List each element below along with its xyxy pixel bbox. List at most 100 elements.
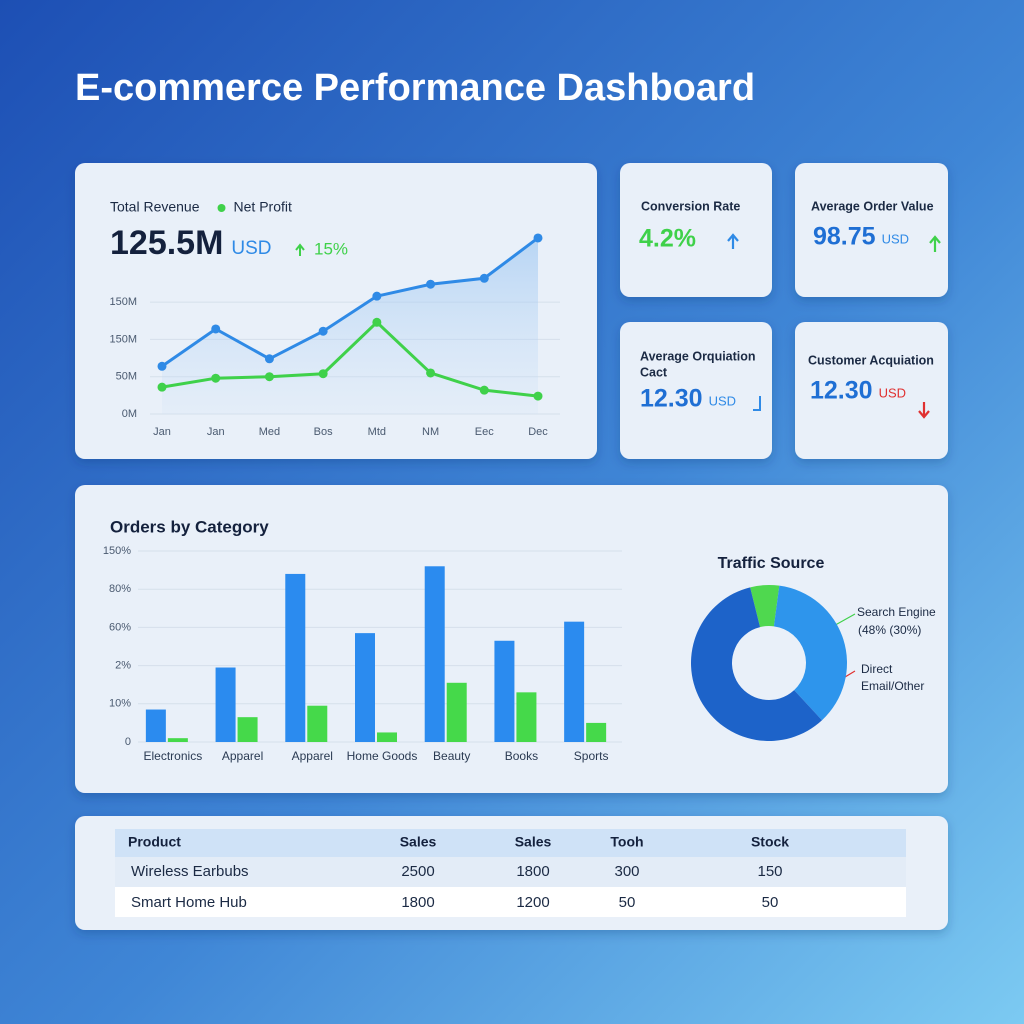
y-tick-label: 10% bbox=[109, 698, 131, 710]
y-tick-label: 0 bbox=[125, 736, 131, 748]
bar bbox=[355, 633, 375, 742]
legend-label: Net Profit bbox=[234, 199, 292, 215]
x-tick-label: Jan bbox=[207, 426, 225, 438]
headline-unit: USD bbox=[231, 238, 271, 259]
x-tick-label: Eec bbox=[475, 426, 494, 438]
point bbox=[264, 354, 274, 364]
y-tick-label: 150% bbox=[103, 545, 131, 557]
bar bbox=[215, 667, 236, 742]
up-arrow-icon bbox=[295, 243, 305, 256]
kpi-unit: USD bbox=[882, 231, 909, 246]
bar bbox=[237, 717, 258, 742]
down-arrow-icon bbox=[918, 402, 930, 419]
kpi-unit: USD bbox=[879, 385, 906, 400]
y-tick-label: 150M bbox=[109, 296, 137, 308]
bar bbox=[167, 738, 188, 742]
table-header: Sales bbox=[515, 834, 552, 850]
bar bbox=[516, 692, 537, 742]
point bbox=[211, 324, 221, 334]
x-tick-label: NM bbox=[422, 426, 439, 438]
table-header: Sales bbox=[400, 834, 437, 850]
table-header: Tooh bbox=[610, 834, 643, 850]
table-cell: 50 bbox=[619, 894, 636, 911]
y-tick-label: 0M bbox=[122, 408, 137, 420]
point bbox=[264, 372, 274, 382]
line bbox=[161, 236, 539, 368]
kpi-value: 12.30 bbox=[810, 377, 873, 405]
chart-title: Orders by Category bbox=[110, 517, 269, 536]
x-tick-label: Dec bbox=[528, 426, 548, 438]
table-row bbox=[115, 857, 906, 887]
kpi-label: Conversion Rate bbox=[641, 199, 740, 213]
point bbox=[479, 385, 489, 395]
bar bbox=[424, 566, 445, 742]
point bbox=[157, 382, 167, 392]
annotation: (48% (30%) bbox=[858, 623, 921, 637]
bar bbox=[446, 682, 467, 742]
up-arrow-icon bbox=[727, 233, 739, 249]
table-cell: 50 bbox=[762, 894, 779, 911]
change-value: 15% bbox=[314, 239, 348, 258]
kpi-card bbox=[795, 163, 948, 297]
bar bbox=[145, 709, 166, 742]
kpi-unit: USD bbox=[709, 393, 736, 408]
kpi-label: Average Order Value bbox=[811, 199, 934, 213]
legend-marker bbox=[217, 204, 226, 212]
up-arrow-icon bbox=[929, 235, 941, 252]
y-tick-label: 50M bbox=[116, 371, 137, 383]
table-header-row bbox=[115, 829, 906, 857]
pie-slice bbox=[773, 585, 847, 721]
x-tick-label: Apparel bbox=[222, 749, 263, 763]
x-tick-label: Apparel bbox=[292, 749, 333, 763]
x-tick-label: Bos bbox=[314, 426, 333, 438]
annotation: Email/Other bbox=[861, 679, 924, 693]
legend-label: Total Revenue bbox=[110, 199, 200, 215]
point bbox=[479, 273, 489, 283]
x-tick-label: Home Goods bbox=[347, 749, 418, 763]
kpi-label: Average Orquiation bbox=[640, 349, 756, 363]
page-title: E-commerce Performance Dashboard bbox=[75, 67, 755, 109]
table-cell: 300 bbox=[614, 863, 639, 880]
y-tick-label: 80% bbox=[109, 583, 131, 595]
table-cell: Smart Home Hub bbox=[131, 894, 247, 911]
kpi-label: Cact bbox=[640, 365, 668, 379]
chart-title: Traffic Source bbox=[718, 555, 825, 572]
bar bbox=[377, 732, 397, 742]
table-cell: 150 bbox=[757, 863, 782, 880]
kpi-card bbox=[620, 163, 772, 297]
table-cell: Wireless Earbubs bbox=[131, 863, 249, 880]
x-tick-label: Sports bbox=[574, 749, 609, 763]
pie-slice bbox=[750, 585, 780, 628]
bar bbox=[285, 573, 306, 742]
bar bbox=[307, 705, 328, 742]
table-header: Stock bbox=[751, 834, 789, 850]
table-cell: 1800 bbox=[401, 894, 434, 911]
kpi-value: 12.30 bbox=[640, 385, 703, 413]
table-cell: 1800 bbox=[516, 863, 549, 880]
icon bbox=[753, 396, 761, 411]
slice-label: Direct bbox=[861, 662, 893, 676]
kpi-card bbox=[795, 322, 948, 459]
bar bbox=[586, 722, 607, 742]
y-tick-label: 150M bbox=[109, 333, 137, 345]
headline-value: 125.5M bbox=[110, 224, 223, 262]
slice-label: Search Engine bbox=[857, 605, 936, 619]
bar bbox=[494, 640, 515, 742]
area bbox=[162, 237, 538, 414]
table-cell: 1200 bbox=[516, 894, 549, 911]
bar bbox=[564, 621, 585, 742]
point bbox=[533, 233, 543, 243]
point bbox=[318, 369, 328, 379]
kpi-card bbox=[620, 322, 772, 459]
table-row bbox=[115, 887, 906, 917]
table-cell: 2500 bbox=[401, 863, 434, 880]
x-tick-label: Electronics bbox=[144, 749, 203, 763]
x-tick-label: Med bbox=[259, 426, 280, 438]
point bbox=[533, 391, 543, 401]
point bbox=[157, 361, 167, 371]
point bbox=[318, 326, 328, 336]
kpi-value: 4.2% bbox=[639, 225, 696, 253]
y-tick-label: 2% bbox=[115, 660, 131, 672]
point bbox=[426, 279, 436, 289]
